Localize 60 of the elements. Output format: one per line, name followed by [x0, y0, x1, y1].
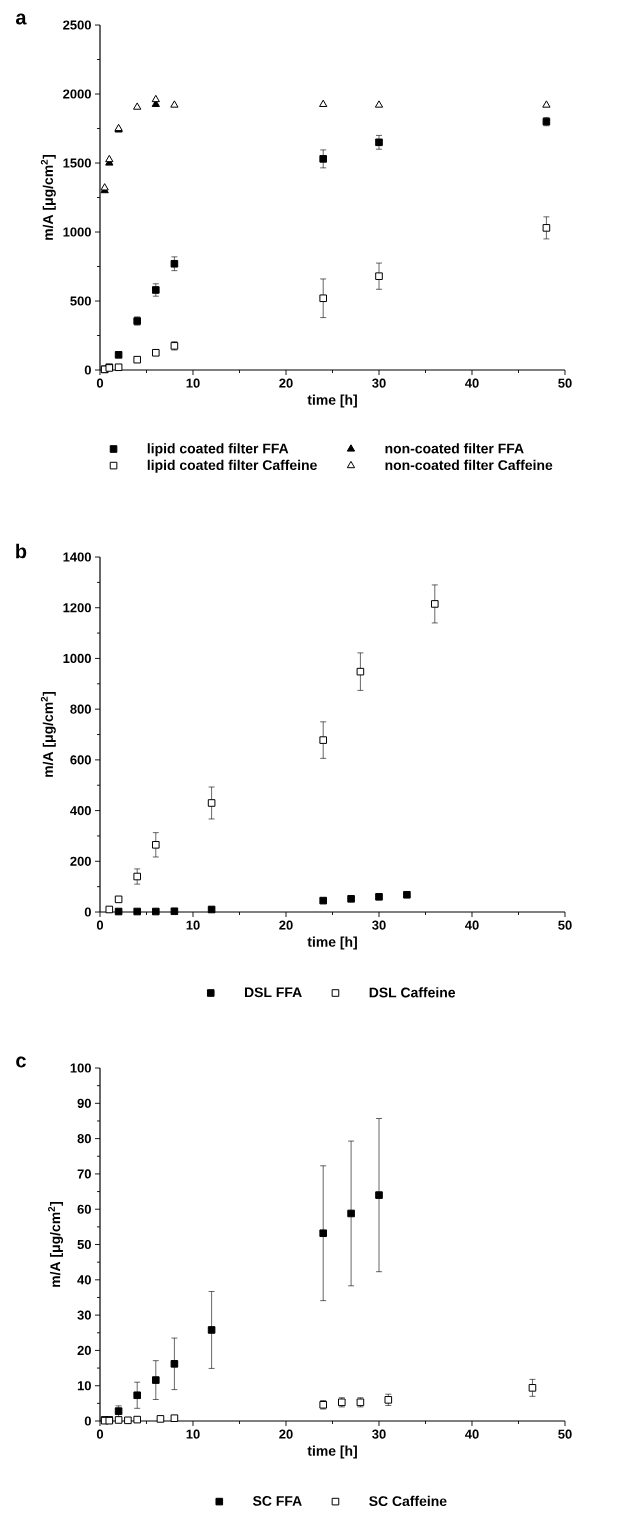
- y-tick-label: 200: [70, 856, 91, 866]
- y-tick-label: 500: [70, 296, 91, 306]
- x-tick-label: 40: [465, 378, 479, 388]
- y-tick-label: 2500: [63, 20, 91, 30]
- y-tick-label: 2000: [63, 89, 91, 99]
- y-tick-label: 70: [77, 1169, 91, 1179]
- x-axis-title: time [h]: [307, 1445, 357, 1459]
- y-tick-label: 0: [84, 365, 91, 375]
- y-tick-label: 80: [77, 1134, 91, 1144]
- y-tick-label: 30: [77, 1310, 91, 1320]
- y-tick-label: 50: [77, 1239, 91, 1250]
- legend-label: DSL Caffeine: [369, 987, 456, 998]
- y-tick-label: 10: [77, 1381, 91, 1391]
- y-tick-label: 0: [84, 907, 91, 917]
- legend-label: lipid coated filter FFA: [147, 443, 289, 457]
- x-tick-label: 50: [558, 1429, 572, 1439]
- y-tick-label: 90: [77, 1098, 91, 1108]
- x-tick-label: 20: [279, 920, 293, 930]
- chart-title: b: [16, 543, 27, 559]
- chart-title: a: [15, 13, 27, 25]
- y-tick-label: 1500: [63, 158, 91, 168]
- legend-label: lipid coated filter Caffeine: [147, 459, 317, 473]
- x-tick-label: 30: [372, 378, 386, 388]
- legend-label: DSL FFA: [244, 987, 302, 998]
- x-tick-label: 50: [558, 378, 572, 388]
- y-tick-label: 1000: [63, 653, 91, 664]
- y-tick-label: 20: [77, 1345, 91, 1356]
- x-tick-label: 20: [279, 1429, 293, 1439]
- x-axis-title: time [h]: [307, 394, 357, 408]
- x-tick-label: 10: [186, 1429, 200, 1439]
- y-tick-label: 600: [70, 755, 91, 765]
- x-tick-label: 10: [186, 920, 200, 930]
- y-tick-label: 400: [70, 806, 91, 816]
- y-tick-label: 1000: [63, 227, 91, 237]
- legend-label: non-coated filter FFA: [385, 443, 524, 454]
- legend-label: SC Caffeine: [369, 1495, 447, 1507]
- x-tick-label: 10: [186, 378, 200, 388]
- y-tick-label: 40: [77, 1275, 91, 1285]
- x-tick-label: 0: [96, 920, 104, 930]
- x-tick-label: 50: [558, 920, 572, 930]
- x-tick-label: 0: [96, 1429, 104, 1439]
- y-axis-title: m/A [μg/cm$^{2}$]: [40, 155, 56, 240]
- y-tick-label: 0: [84, 1416, 91, 1426]
- x-tick-label: 0: [96, 378, 104, 388]
- y-tick-label: 1200: [63, 603, 91, 613]
- y-tick-label: 60: [77, 1204, 91, 1214]
- x-tick-label: 40: [465, 920, 479, 930]
- x-tick-label: 20: [279, 378, 293, 388]
- y-axis-title: m/A [μg/cm$^{2}$]: [48, 1202, 64, 1287]
- y-tick-label: 1400: [63, 552, 91, 562]
- legend-label: non-coated filter Caffeine: [385, 459, 553, 471]
- y-tick-label: 800: [70, 704, 91, 714]
- legend-label: SC FFA: [252, 1495, 302, 1506]
- x-tick-label: 30: [372, 920, 386, 930]
- y-tick-label: 100: [70, 1063, 91, 1073]
- y-axis-title: m/A [μg/cm$^{2}$]: [40, 692, 56, 777]
- x-tick-label: 40: [465, 1429, 479, 1439]
- chart-title: c: [16, 1056, 26, 1068]
- x-tick-label: 30: [372, 1429, 386, 1439]
- x-axis-title: time [h]: [307, 936, 357, 950]
